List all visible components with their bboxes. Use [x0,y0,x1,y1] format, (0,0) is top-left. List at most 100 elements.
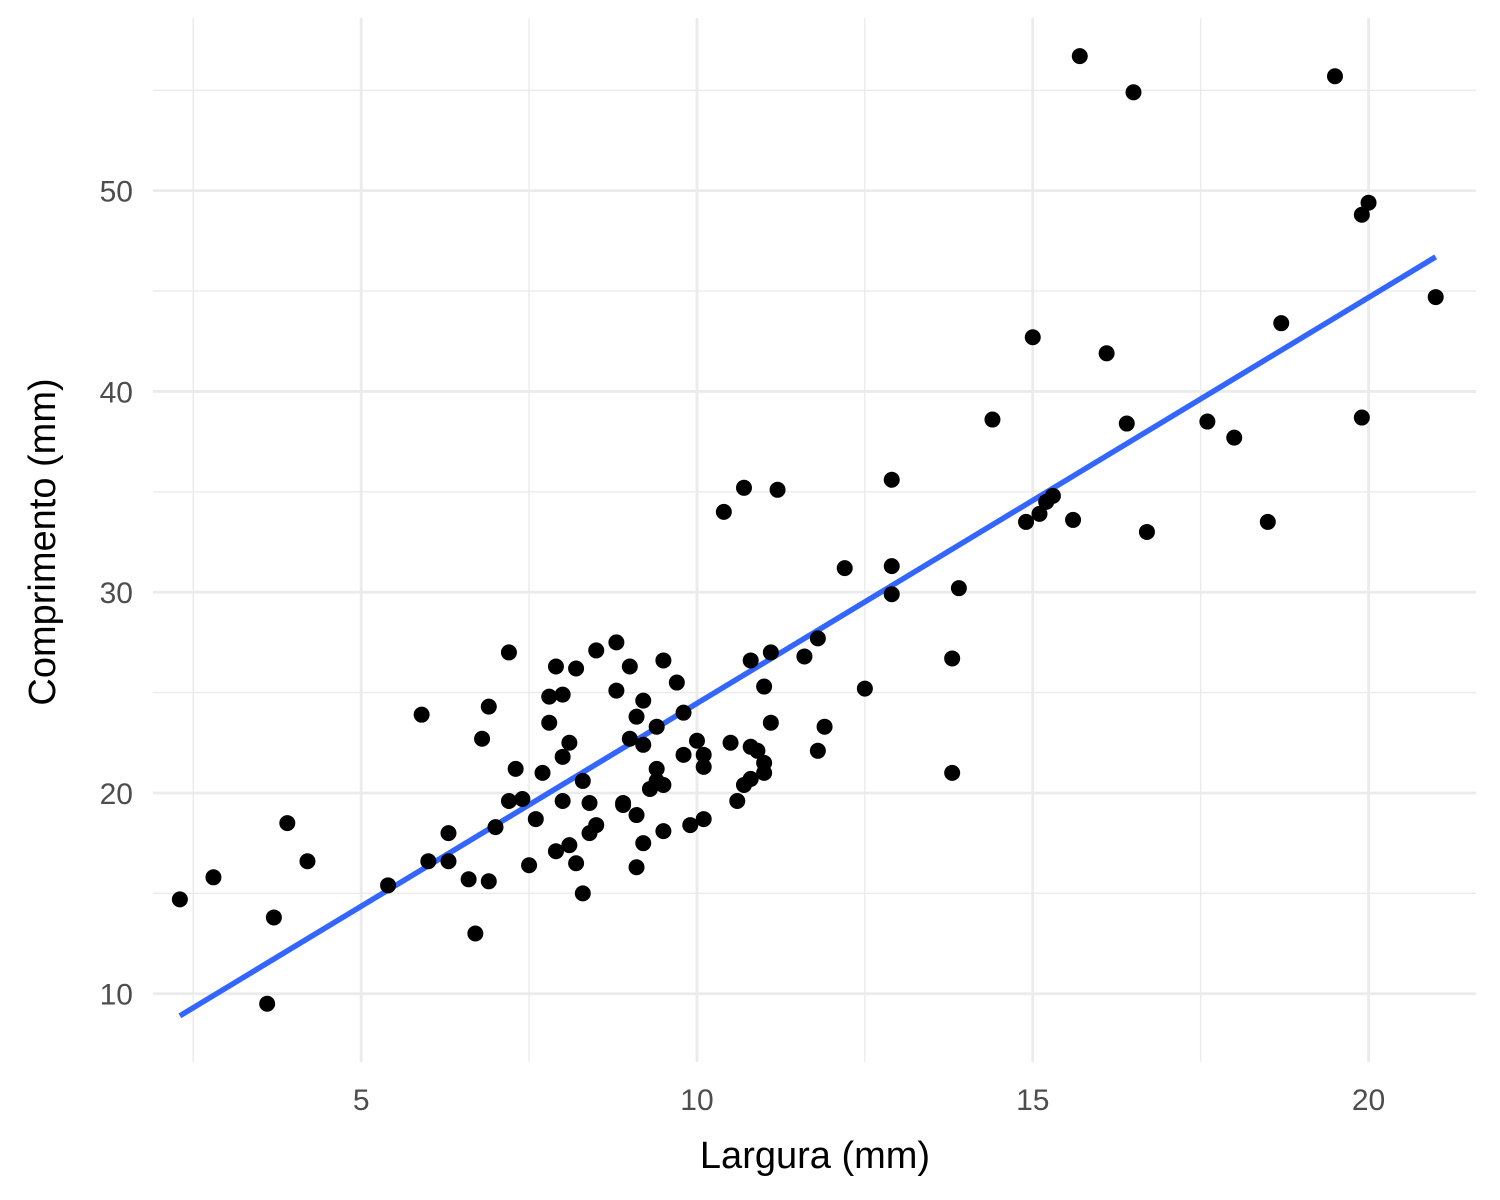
data-point [682,817,699,834]
data-point [581,795,598,812]
y-axis-tick-labels: 10 20 30 40 50 [100,176,133,1012]
data-point [521,857,538,874]
data-point [568,660,585,677]
data-point [695,746,712,763]
data-point [205,869,222,886]
data-point [628,859,645,876]
data-point [1353,409,1370,426]
data-point [1065,511,1082,528]
x-tick-label: 15 [1016,1084,1049,1117]
data-point [440,853,457,870]
data-point [1071,48,1088,65]
data-points [171,48,1444,1012]
data-point [628,708,645,725]
data-point [1044,487,1061,504]
data-point [944,650,961,667]
data-point [588,817,605,834]
data-point [655,652,672,669]
data-point [608,634,625,651]
data-point [809,630,826,647]
data-point [621,730,638,747]
data-point [984,411,1001,428]
data-point [1118,415,1135,432]
data-point [1427,289,1444,306]
data-point [1024,329,1041,346]
data-point [1326,68,1343,85]
data-point [500,644,517,661]
data-point [944,764,961,781]
data-point [474,730,491,747]
data-point [675,746,692,763]
data-point [561,734,578,751]
data-point [635,835,652,852]
data-point [547,658,564,675]
data-point [756,764,773,781]
data-point [856,680,873,697]
trend-line [178,254,1438,1019]
data-point [440,825,457,842]
data-point [809,742,826,759]
data-point [1353,206,1370,223]
data-point [742,770,759,787]
data-point [507,760,524,777]
data-point [554,793,571,809]
data-point [635,736,652,753]
data-point [762,714,779,731]
data-point [554,748,571,765]
data-point [742,652,759,669]
data-point [574,772,591,789]
data-point [950,580,967,597]
data-point [279,815,296,832]
data-point [568,855,585,872]
x-tick-label: 10 [680,1084,713,1117]
data-point [756,678,773,695]
x-axis-tick-labels: 5 10 15 20 [353,1084,1385,1117]
data-point [675,704,692,721]
data-point [695,811,712,828]
data-point [635,692,652,709]
data-point [514,790,531,807]
data-point [460,871,477,888]
data-point [299,853,316,870]
y-tick-label: 50 [100,176,133,209]
data-point [883,586,900,603]
data-point [1360,194,1377,211]
data-point [500,793,517,809]
y-tick-label: 10 [100,979,133,1012]
data-point [561,837,578,854]
data-point [749,742,766,759]
data-point [688,732,705,749]
grid-minor-lines [153,18,1476,1062]
y-tick-label: 40 [100,376,133,409]
data-point [1138,523,1155,540]
data-point [541,688,558,705]
data-point [1125,84,1142,101]
x-tick-label: 5 [353,1084,370,1117]
data-point [621,658,638,675]
data-point [588,642,605,659]
data-point [715,503,732,520]
data-point [541,714,558,731]
x-axis-title: Largura (mm) [700,1135,930,1177]
data-point [259,995,276,1012]
data-point [171,891,188,908]
data-point [655,823,672,840]
data-point [655,776,672,793]
data-point [380,877,397,894]
data-point [1199,413,1216,430]
data-point [1259,513,1276,530]
trend-line-layer [178,254,1438,1019]
y-tick-label: 30 [100,577,133,610]
data-point [554,686,571,703]
data-point [628,807,645,824]
data-point [648,760,665,777]
data-point [480,698,497,715]
data-point [1273,315,1290,332]
data-point [883,558,900,575]
data-point [796,648,813,665]
data-point [1098,345,1115,362]
data-point [534,764,551,781]
data-point [729,793,746,809]
data-point [608,682,625,699]
data-point [762,644,779,661]
